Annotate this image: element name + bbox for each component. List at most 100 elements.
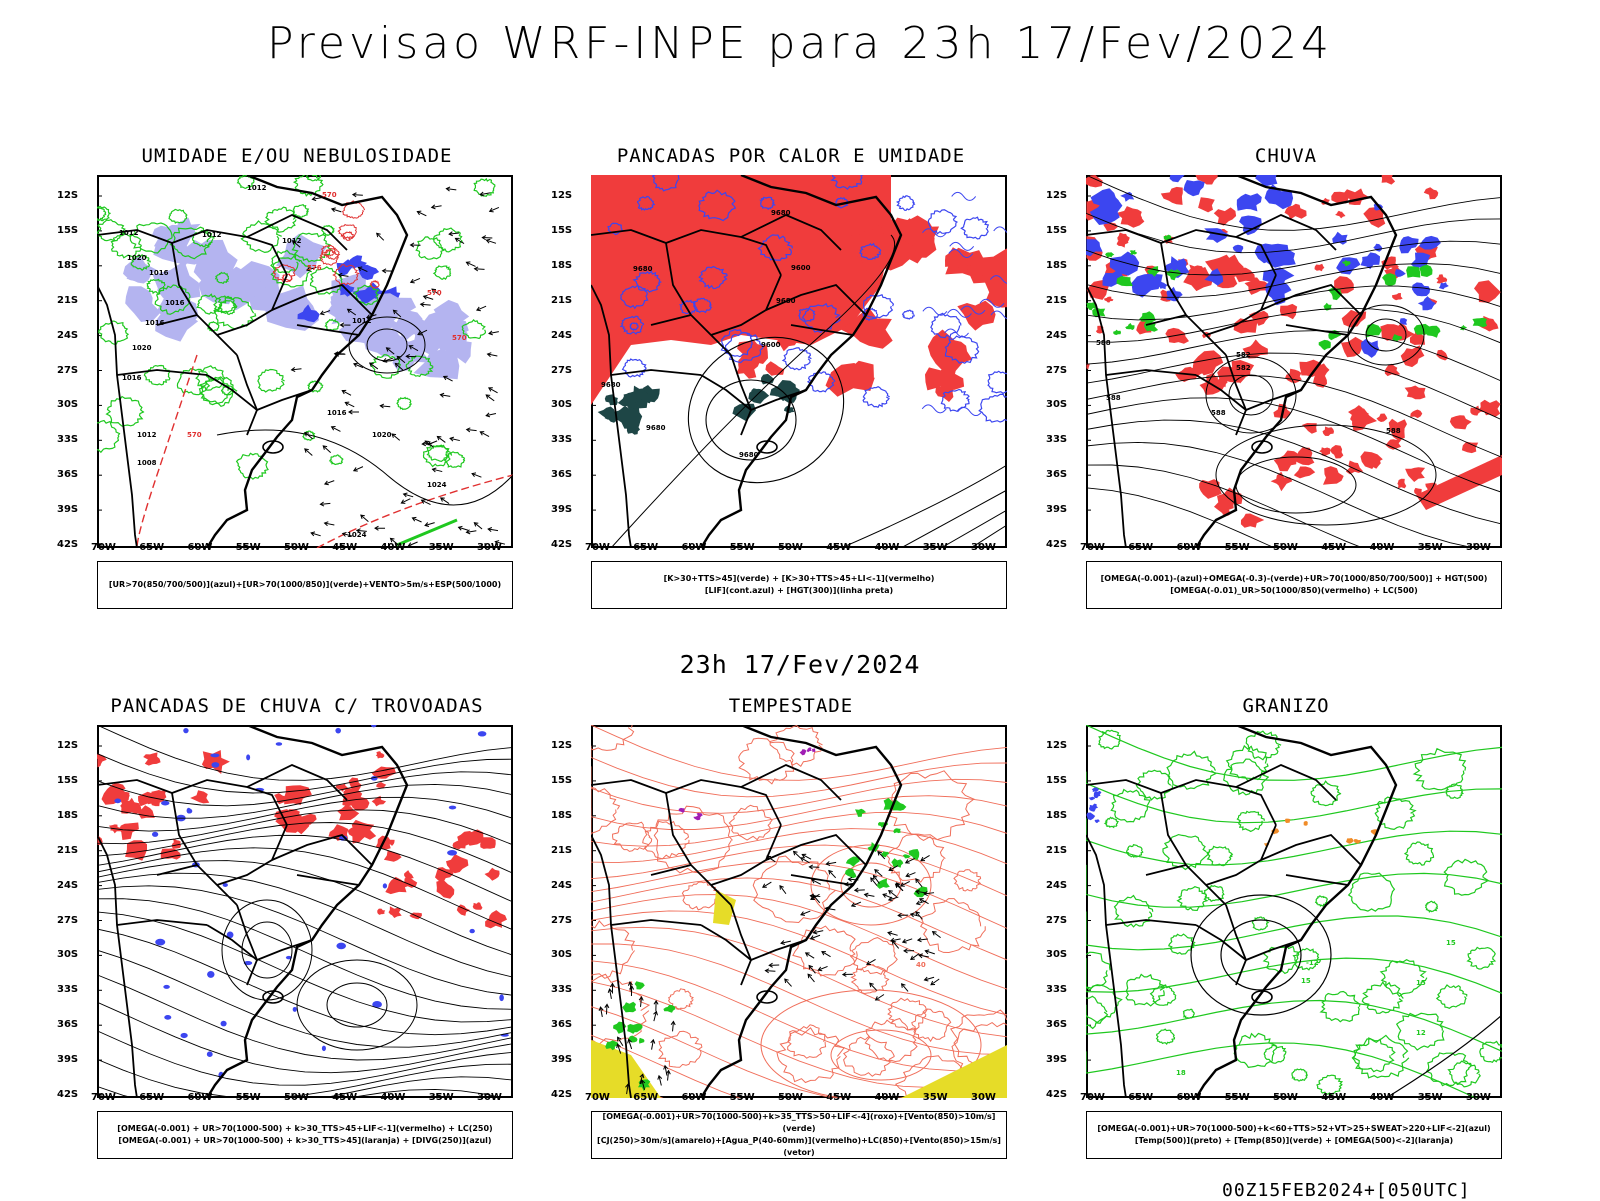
panel-title: PANCADAS POR CALOR E UMIDADE xyxy=(571,145,1011,167)
panel-pancadas-calor: PANCADAS POR CALOR E UMIDADE 9680 9680 968… xyxy=(571,145,1011,625)
lat-tick-label: 21S xyxy=(551,295,572,306)
divergence-marker xyxy=(449,806,456,810)
lat-tick-label: 27S xyxy=(551,365,572,376)
lon-tick-label: 70W xyxy=(1080,1092,1105,1103)
streamline xyxy=(97,975,513,1060)
rain-red-area xyxy=(1198,197,1215,212)
lat-tick-label: 21S xyxy=(57,845,78,856)
contour-label: 9680 xyxy=(646,424,666,432)
severe-purple-area xyxy=(679,808,685,813)
state-border xyxy=(1286,875,1348,885)
thunder-red-area xyxy=(436,880,454,899)
state-border xyxy=(1236,765,1336,800)
lc850-contour xyxy=(591,766,1007,813)
lat-tick-label: 12S xyxy=(551,190,572,201)
legend-line: [OMEGA(-0.001) + UR>70(1000-500) + k>30_… xyxy=(117,1123,492,1135)
state-border xyxy=(666,793,731,905)
lon-tick-label: 55W xyxy=(1225,542,1250,553)
lifted-index-contour xyxy=(958,408,982,416)
andes-coast xyxy=(97,285,137,548)
lon-tick-label: 40W xyxy=(875,542,900,553)
humidity-850-contour xyxy=(325,319,339,330)
state-border xyxy=(1106,920,1196,925)
lifted-index-contour xyxy=(979,394,1007,422)
temp850-contour xyxy=(1414,749,1465,790)
precipitable-water-contour xyxy=(591,725,634,750)
isobar xyxy=(217,430,513,505)
forecast-map xyxy=(97,725,513,1098)
rain-green-area xyxy=(1105,252,1114,257)
rain-red-area xyxy=(1424,187,1439,199)
contour-label: 1012 xyxy=(119,229,139,237)
precipitable-water-contour xyxy=(921,899,986,953)
lat-tick-label: 39S xyxy=(57,1054,78,1065)
lon-tick-label: 45W xyxy=(826,1092,851,1103)
lat-tick-label: 42S xyxy=(551,1089,572,1100)
state-border xyxy=(1206,825,1276,885)
rain-red-area xyxy=(1397,479,1406,489)
lat-tick-label: 30S xyxy=(1046,399,1067,410)
lon-tick-label: 30W xyxy=(1466,1092,1491,1103)
contour-label: 1020 xyxy=(127,254,147,262)
rain-blue-area xyxy=(1412,282,1430,296)
precipitable-water-contour xyxy=(729,805,772,840)
divergence-marker xyxy=(246,754,250,760)
geopotential-contour xyxy=(1086,228,1502,275)
rain-red-area xyxy=(1315,264,1325,272)
andes-coast xyxy=(97,835,137,1098)
rain-green-area xyxy=(1139,311,1156,322)
lifted-index-contour xyxy=(988,371,1007,393)
state-border xyxy=(611,920,701,925)
humidity-850-contour xyxy=(397,398,411,410)
lat-tick-label: 24S xyxy=(551,880,572,891)
rain-green-area xyxy=(1125,323,1134,330)
precipitable-water-contour xyxy=(659,1031,702,1067)
lon-tick-label: 55W xyxy=(730,1092,755,1103)
rain-blue-area xyxy=(1439,282,1449,289)
contour-label: 40 xyxy=(916,961,926,969)
wind850-area xyxy=(635,981,645,989)
lon-tick-label: 55W xyxy=(236,542,261,553)
omega500-area xyxy=(1285,819,1291,823)
lon-tick-label: 35W xyxy=(1418,542,1443,553)
lat-tick-label: 33S xyxy=(551,434,572,445)
lon-tick-label: 45W xyxy=(1321,1092,1346,1103)
thunder-red-area xyxy=(190,790,209,803)
contour-label: 9680 xyxy=(739,451,759,459)
geopotential-contour xyxy=(1086,175,1502,230)
rain-red-area xyxy=(1104,297,1114,303)
contour-label: 1012 xyxy=(352,317,372,325)
lon-tick-label: 65W xyxy=(633,542,658,553)
contour-label: 570 xyxy=(427,289,442,297)
temp850-contour xyxy=(1352,1039,1394,1072)
temp500-contour xyxy=(1191,895,1331,1015)
rain-red-area xyxy=(1234,268,1255,283)
rain-blue-area xyxy=(1184,180,1205,196)
temp850-contour xyxy=(1405,842,1434,865)
humidity-850-contour xyxy=(330,455,343,465)
thunder-red-area xyxy=(119,823,139,841)
contour-label: 570 xyxy=(187,431,202,439)
contour-label: 9680 xyxy=(776,297,796,305)
rain-blue-area xyxy=(1132,274,1163,298)
thunder-red-area xyxy=(376,751,385,758)
divergence-marker xyxy=(276,742,282,745)
contour-label: 570 xyxy=(452,334,467,342)
divergence-marker xyxy=(293,1007,297,1012)
precipitable-water-contour xyxy=(954,870,981,891)
precipitable-water-contour xyxy=(682,882,719,910)
precipitable-water-contour xyxy=(888,998,926,1030)
contour-label: 1020 xyxy=(372,431,392,439)
divergence-marker xyxy=(383,883,387,888)
temp500-contour xyxy=(1221,920,1301,990)
legend-line: [UR>70(850/700/500)](azul)+[UR>70(1000/8… xyxy=(109,579,501,591)
wind850-area xyxy=(855,809,866,817)
rain-green-area xyxy=(1319,340,1331,350)
lon-tick-label: 50W xyxy=(284,1092,309,1103)
wind850-area xyxy=(622,1002,636,1013)
thickness-570-line xyxy=(137,355,197,548)
